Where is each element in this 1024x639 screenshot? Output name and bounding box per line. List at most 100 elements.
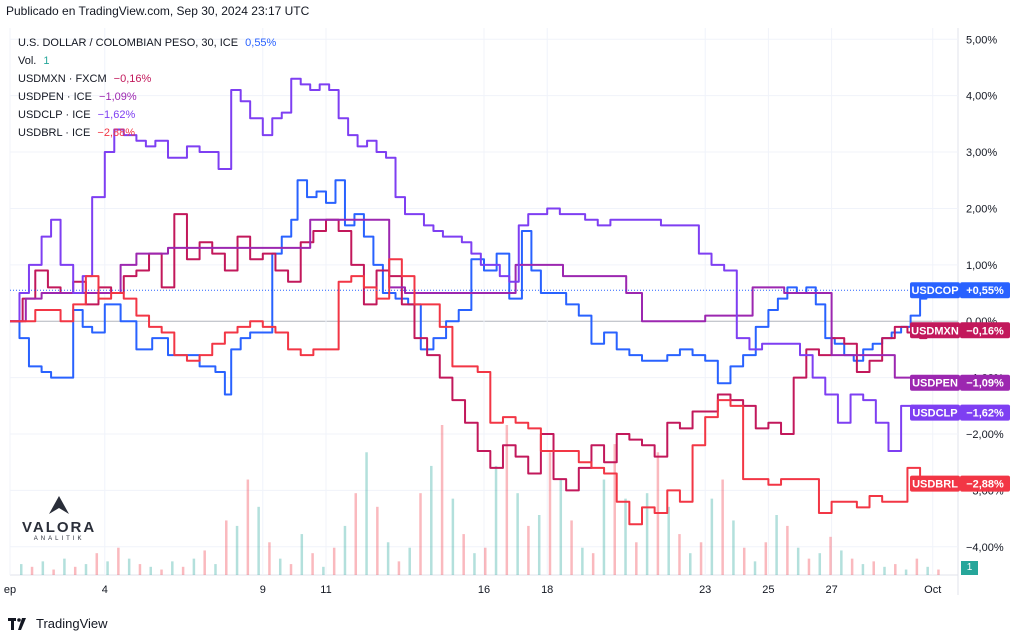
volume-bar: [95, 553, 99, 575]
volume-bar: [840, 550, 843, 575]
volume-bar: [376, 506, 379, 575]
volume-bar: [397, 561, 401, 575]
series-line-usdmxn: [10, 213, 928, 492]
volume-bar: [581, 547, 584, 575]
volume-bar: [451, 498, 455, 575]
volume-bar: [386, 542, 390, 575]
gridlines: [9, 28, 959, 595]
volume-bar: [872, 561, 875, 575]
y-tick-label: 2,00%: [966, 203, 997, 215]
y-tick-label: 1,00%: [966, 260, 997, 272]
volume-bar: [106, 561, 109, 575]
series-line-usdpen: [10, 218, 928, 383]
legend-main-change: 0,55%: [245, 37, 277, 49]
series-tag-usdmxn: USDMXN −0,16%: [910, 322, 1010, 339]
series-tag-value: −1,09%: [966, 378, 1004, 390]
legend-usdpen[interactable]: USDPEN · ICE −1,09%: [18, 88, 276, 106]
volume-bar: [127, 558, 131, 575]
volume-bar: [138, 564, 142, 575]
series-tag-usdpen: USDPEN −1,09%: [910, 374, 1010, 391]
volume-badge: 1: [961, 561, 978, 575]
volume-bar: [484, 547, 487, 575]
volume-bar: [667, 506, 670, 575]
volume-bar: [624, 498, 627, 575]
volume-bar: [430, 465, 433, 575]
series-tag-value: −1,62%: [966, 408, 1004, 420]
x-tick-label: 9: [260, 584, 266, 596]
valora-logo-icon: [49, 496, 70, 514]
volume-bar: [332, 547, 336, 575]
legend-series-change: −2,88%: [97, 127, 136, 139]
volume-bar: [764, 542, 768, 575]
volume-bars: [20, 425, 940, 575]
watermark-sub: ANALITIK: [33, 536, 85, 542]
series-tag-usdbrl: USDBRL −2,88%: [910, 475, 1010, 492]
x-tick-label: ep: [4, 584, 16, 596]
volume-bar: [203, 550, 206, 575]
legend-volume[interactable]: Vol. 1: [18, 52, 276, 70]
volume-bar: [829, 536, 832, 575]
volume-bar: [52, 569, 55, 575]
legend-series-name: USDMXN · FXCM: [18, 73, 107, 85]
legend-series-name: USDPEN · ICE: [18, 91, 92, 103]
legend-series-change: −0,16%: [113, 73, 152, 85]
footer[interactable]: TradingView: [8, 616, 108, 631]
legend-main-name: U.S. DOLLAR / COLOMBIAN PESO, 30, ICE: [18, 37, 239, 49]
legend-series-change: −1,09%: [99, 91, 137, 103]
volume-bar: [343, 525, 347, 575]
volume-bar: [365, 452, 368, 575]
series-line-usdcop: [10, 179, 928, 396]
volume-bar: [570, 520, 573, 575]
series-tag-usdclp: USDCLP −1,62%: [910, 404, 1010, 421]
legend-usdbrl[interactable]: USDBRL · ICE −2,88%: [18, 124, 276, 142]
volume-bar: [235, 525, 239, 575]
valora-watermark: VALORA ANALITIK: [22, 496, 96, 542]
volume-bar: [699, 542, 703, 575]
volume-bar: [257, 506, 260, 575]
legend-main[interactable]: U.S. DOLLAR / COLOMBIAN PESO, 30, ICE 0,…: [18, 34, 276, 52]
tradingview-logo-icon: [8, 617, 26, 630]
x-axis: ep 4 9 11 16 18 23 25 27 Oct: [4, 584, 941, 596]
series-tag-label: USDCLP: [912, 408, 957, 420]
volume-bar: [192, 558, 196, 575]
volume-bar: [181, 566, 185, 575]
series-tag-label: USDMXN: [911, 325, 959, 337]
volume-bar: [732, 520, 735, 575]
y-tick-label: −4,00%: [966, 542, 1004, 554]
x-tick-label: 16: [478, 584, 490, 596]
x-tick-label: 25: [762, 584, 774, 596]
volume-bar: [678, 534, 681, 575]
volume-bar: [613, 444, 616, 575]
volume-bar: [742, 547, 746, 575]
volume-bar: [937, 569, 940, 575]
x-tick-label: 4: [102, 584, 108, 596]
volume-bar: [775, 515, 778, 575]
volume-bar: [63, 558, 66, 575]
volume-bar: [84, 564, 88, 575]
volume-bar: [225, 520, 228, 575]
volume-bar: [268, 542, 271, 575]
volume-bar: [559, 479, 563, 575]
volume-bar: [322, 566, 325, 575]
legend-series-name: USDCLP · ICE: [18, 109, 91, 121]
legend-series-name: USDBRL · ICE: [18, 127, 91, 139]
series-line-usdclp: [10, 77, 928, 452]
x-tick-label: 23: [699, 584, 711, 596]
legend-usdmxn[interactable]: USDMXN · FXCM −0,16%: [18, 70, 276, 88]
volume-bar: [516, 493, 519, 575]
y-tick-label: 3,00%: [966, 147, 997, 159]
volume-bar: [753, 561, 757, 575]
y-tick-label: 4,00%: [966, 91, 997, 103]
series-tag-label: USDPEN: [912, 378, 958, 390]
x-tick-label: 27: [825, 584, 837, 596]
volume-bar: [300, 534, 304, 575]
volume-bar: [473, 553, 476, 575]
volume-bar: [818, 553, 822, 575]
volume-bar: [20, 564, 23, 575]
legend-usdclp[interactable]: USDCLP · ICE −1,62%: [18, 106, 276, 124]
volume-bar: [548, 452, 552, 575]
volume-bar: [861, 564, 865, 575]
volume-bar: [354, 493, 358, 575]
volume-bar: [537, 515, 541, 575]
